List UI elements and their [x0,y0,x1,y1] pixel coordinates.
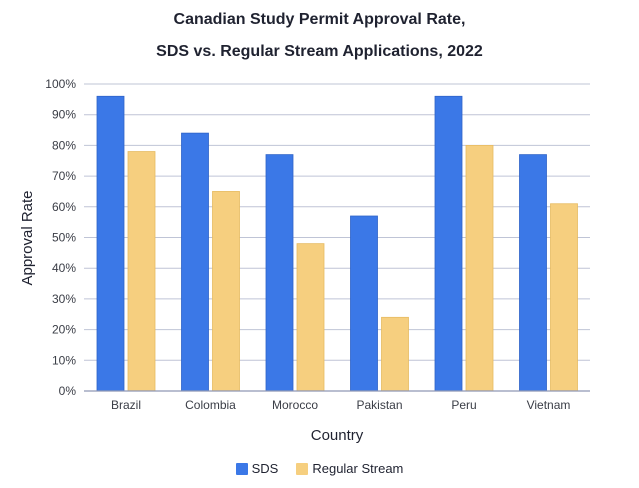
y-tick-label: 10% [52,353,76,367]
axes: 0% 10% 20% 30% 40% 50% 60% 70% 80% 90% 100% Brazil C… [45,77,590,412]
y-tick-label: 100% [45,77,76,91]
legend-swatch-regular-stream [296,462,309,475]
bar-sds [434,95,463,392]
y-tick-label: 70% [52,169,76,183]
legend-item-regular-stream: Regular Stream [296,461,403,476]
gridlines [84,83,590,361]
bar-regular-stream [127,151,156,392]
legend-item-sds: SDS [235,461,279,476]
x-tick-label: Vietnam [527,398,571,412]
bar-regular-stream [465,144,494,392]
y-tick-label: 40% [52,261,76,275]
bar-regular-stream [296,243,325,392]
bar-sds [265,154,294,392]
legend-label-regular-stream: Regular Stream [312,461,404,476]
bar-sds [181,132,209,392]
y-tick-label: 50% [52,231,76,245]
chart-legend: SDS Regular Stream [0,461,639,476]
x-tick-label: Morocco [272,398,318,412]
bar-regular-stream [381,316,409,392]
bar-regular-stream [212,191,240,392]
bar-sds [519,154,547,392]
legend-swatch-sds [235,462,248,475]
chart-title-line-2: SDS vs. Regular Stream Applications, 202… [156,43,483,60]
x-tick-label: Pakistan [356,398,402,412]
chart-title-line-1: Canadian Study Permit Approval Rate, [173,11,466,28]
y-tick-label: 80% [52,138,76,152]
y-tick-label: 20% [52,323,76,337]
legend-label-sds: SDS [251,461,279,476]
y-axis-title: Approval Rate [19,190,36,285]
x-axis-title: Country [311,427,364,444]
bar-sds [350,215,378,392]
x-tick-label: Brazil [111,398,141,412]
y-tick-label: 90% [52,108,76,122]
bar-regular-stream [550,203,578,392]
x-tick-label: Colombia [185,398,236,412]
y-tick-label: 0% [59,384,77,398]
bars [96,95,578,392]
y-tick-label: 60% [52,200,76,214]
y-tick-label: 30% [52,292,76,306]
bar-sds [96,95,125,392]
x-tick-label: Peru [451,398,476,412]
